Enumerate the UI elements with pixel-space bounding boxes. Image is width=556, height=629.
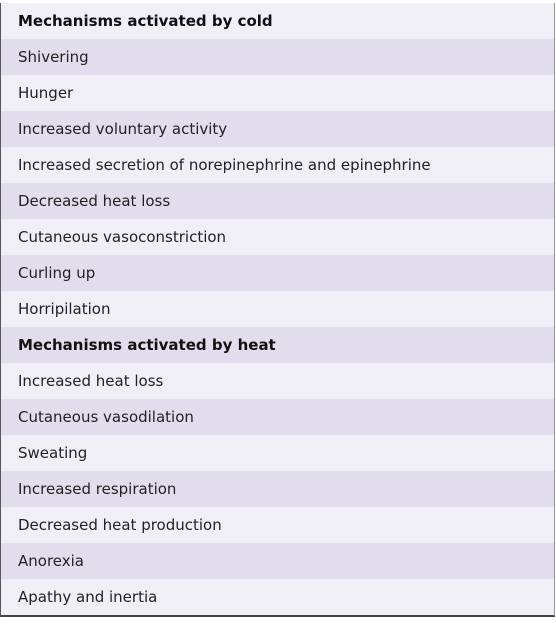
table-row: Increased voluntary activity xyxy=(1,111,554,147)
table-row: Decreased heat production xyxy=(1,507,554,543)
table-row: Anorexia xyxy=(1,543,554,579)
table-row: Increased heat loss xyxy=(1,363,554,399)
table-row: Sweating xyxy=(1,435,554,471)
table-row: Cutaneous vasoconstriction xyxy=(1,219,554,255)
table-row: Increased respiration xyxy=(1,471,554,507)
table-row: Shivering xyxy=(1,39,554,75)
table-row: Horripilation xyxy=(1,291,554,327)
table-row: Curling up xyxy=(1,255,554,291)
table-row: Increased secretion of norepinephrine an… xyxy=(1,147,554,183)
table-row: Hunger xyxy=(1,75,554,111)
table-row: Decreased heat loss xyxy=(1,183,554,219)
section-header: Mechanisms activated by heat xyxy=(1,327,554,363)
table-row: Apathy and inertia xyxy=(1,579,554,615)
table-row: Cutaneous vasodilation xyxy=(1,399,554,435)
table: Mechanisms activated by cold Shivering Hun… xyxy=(0,3,555,617)
section-header: Mechanisms activated by cold xyxy=(1,3,554,39)
